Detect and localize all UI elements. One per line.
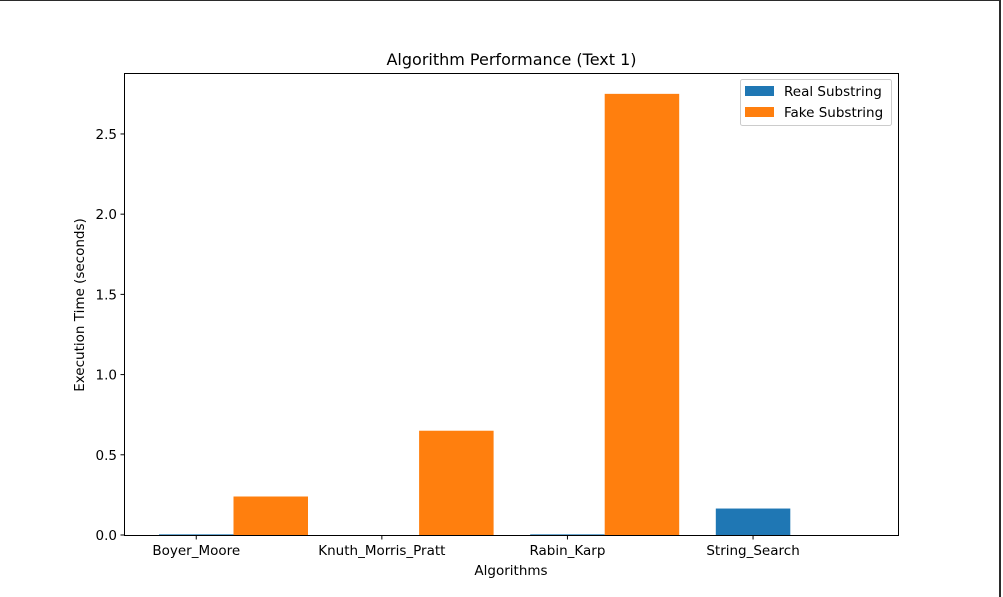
x-tick-label: Knuth_Morris_Pratt [318,543,445,559]
y-axis-label: Execution Time (seconds) [72,218,88,392]
legend-label: Real Substring [784,84,882,100]
legend-swatch [745,107,774,117]
bar-real-substring-rabin_karp [530,534,605,535]
y-tick-label: 0.5 [96,448,117,464]
legend-swatch [745,86,774,96]
bar-fake-substring-knuth_morris_pratt [419,430,494,535]
chart-title: Algorithm Performance (Text 1) [386,50,636,69]
legend: Real Substring Fake Substring [740,79,892,126]
bars-group [159,93,791,536]
bar-real-substring-string_search [715,508,791,535]
legend-label: Fake Substring [784,105,883,121]
y-tick-label: 1.5 [96,287,117,303]
y-tick-label: 2.0 [96,207,117,223]
bar-fake-substring-rabin_karp [604,93,680,536]
x-tick-label: Boyer_Moore [152,543,240,559]
x-axis: Boyer_Moore Knuth_Morris_Pratt Rabin_Karp S… [152,535,800,559]
bar-real-substring-boyer_moore [159,534,234,535]
x-tick-label: Rabin_Karp [529,543,605,559]
x-axis-label: Algorithms [474,563,547,579]
y-tick-label: 0.0 [96,528,117,544]
x-tick-label: String_Search [706,543,799,559]
plot-frame [124,73,899,536]
y-tick-label: 1.0 [96,368,117,384]
bar-fake-substring-boyer_moore [233,496,308,535]
y-axis: 0.0 0.5 1.0 1.5 2.0 2.5 [96,127,125,544]
legend-box [740,79,892,126]
y-tick-label: 2.5 [96,127,117,143]
